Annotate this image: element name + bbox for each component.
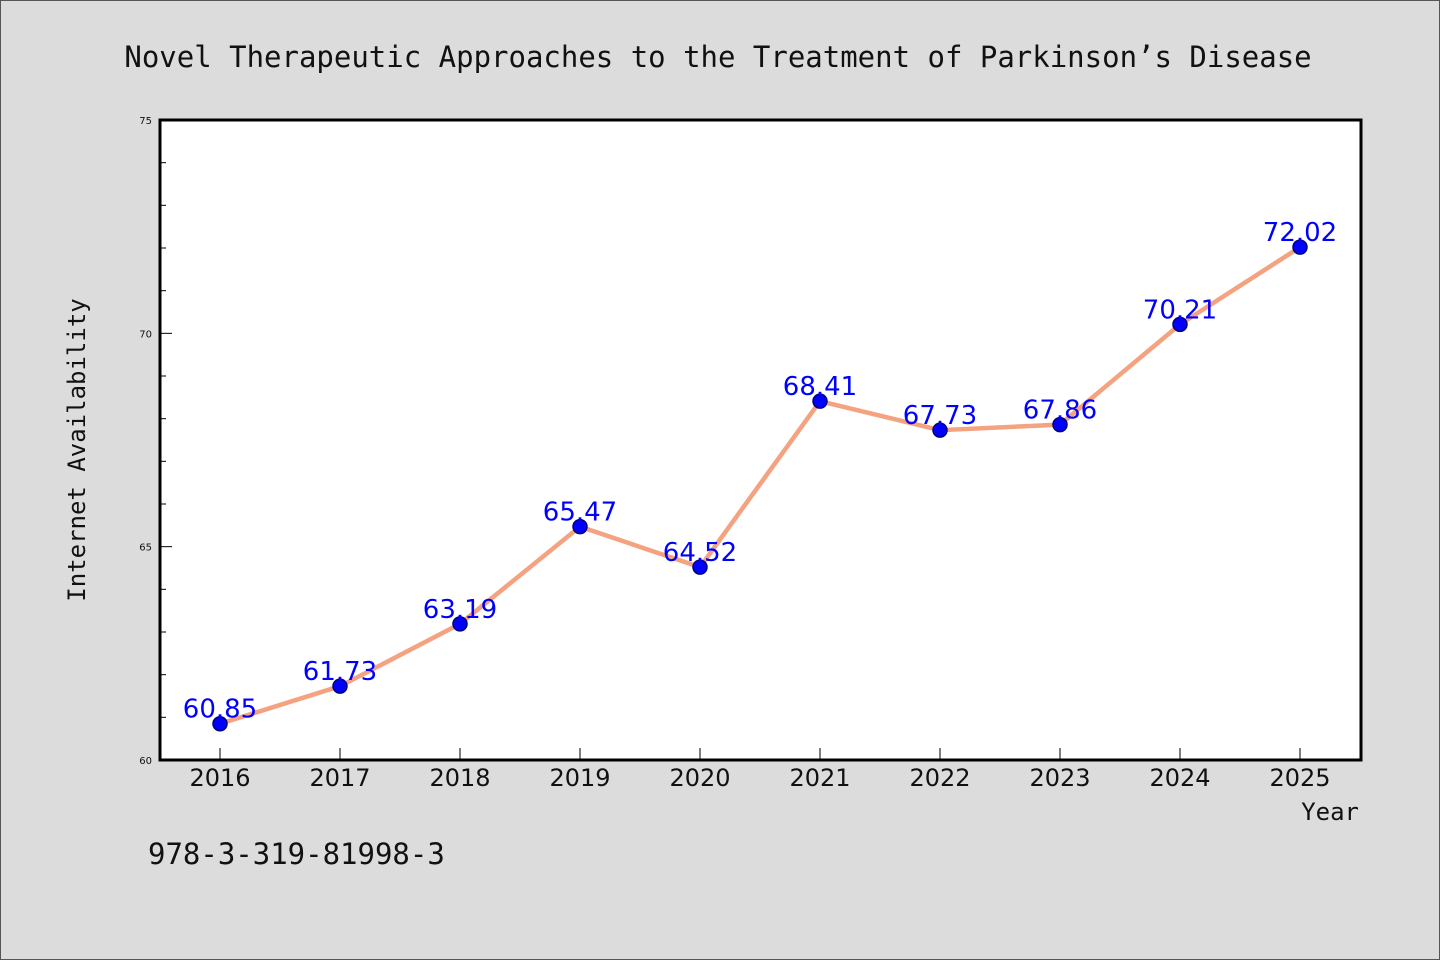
x-tick-label: 2021 bbox=[789, 764, 850, 792]
x-tick-label: 2020 bbox=[669, 764, 730, 792]
x-tick-label: 2016 bbox=[189, 764, 250, 792]
x-tick-label: 2017 bbox=[309, 764, 370, 792]
plot-area bbox=[158, 118, 1363, 762]
data-label: 72.02 bbox=[1263, 218, 1337, 248]
x-tick-label: 2024 bbox=[1149, 764, 1210, 792]
x-tick-label: 2023 bbox=[1029, 764, 1090, 792]
x-axis: 2016 2017 2018 2019 2020 2021 2022 2023 2024 2025 bbox=[189, 748, 1331, 792]
y-axis: 60 65 70 75 bbox=[139, 116, 172, 767]
data-point bbox=[692, 559, 708, 575]
data-label: 60.85 bbox=[183, 695, 257, 725]
data-label: 63.19 bbox=[423, 595, 497, 625]
y-tick-label: 70 bbox=[139, 329, 152, 340]
data-label: 70.21 bbox=[1143, 295, 1217, 325]
y-axis-label: Internet Availability bbox=[63, 298, 91, 601]
data-point bbox=[1172, 316, 1188, 333]
data-labels: 60.85 61.73 63.19 65.47 64.52 68.41 67.73 67.86… bbox=[183, 218, 1337, 725]
data-point bbox=[1292, 239, 1308, 255]
x-tick-label: 2025 bbox=[1269, 764, 1330, 792]
x-axis-label: Year bbox=[1301, 798, 1359, 826]
data-point bbox=[572, 518, 588, 535]
data-point bbox=[452, 616, 468, 632]
y-tick-label: 75 bbox=[139, 116, 152, 127]
data-label: 68.41 bbox=[783, 372, 857, 402]
data-label: 64.52 bbox=[663, 538, 737, 568]
data-points bbox=[212, 239, 1308, 732]
x-tick-label: 2022 bbox=[909, 764, 970, 792]
data-point bbox=[332, 678, 348, 694]
y-tick-label: 65 bbox=[139, 543, 152, 554]
data-point bbox=[812, 393, 828, 409]
data-label: 61.73 bbox=[303, 657, 377, 687]
y-tick-label: 60 bbox=[139, 756, 152, 767]
data-point bbox=[932, 422, 948, 438]
data-label: 67.86 bbox=[1023, 396, 1097, 426]
x-tick-label: 2018 bbox=[429, 764, 490, 792]
data-point bbox=[212, 715, 228, 732]
data-point bbox=[1052, 416, 1068, 433]
x-tick-label: 2019 bbox=[549, 764, 610, 792]
series-line bbox=[217, 244, 1303, 726]
data-label: 65.47 bbox=[543, 498, 617, 528]
data-label: 67.73 bbox=[903, 401, 977, 431]
chart-title: Novel Therapeutic Approaches to the Trea… bbox=[124, 40, 1311, 74]
isbn-code: 978-3-319-81998-3 bbox=[148, 837, 445, 871]
